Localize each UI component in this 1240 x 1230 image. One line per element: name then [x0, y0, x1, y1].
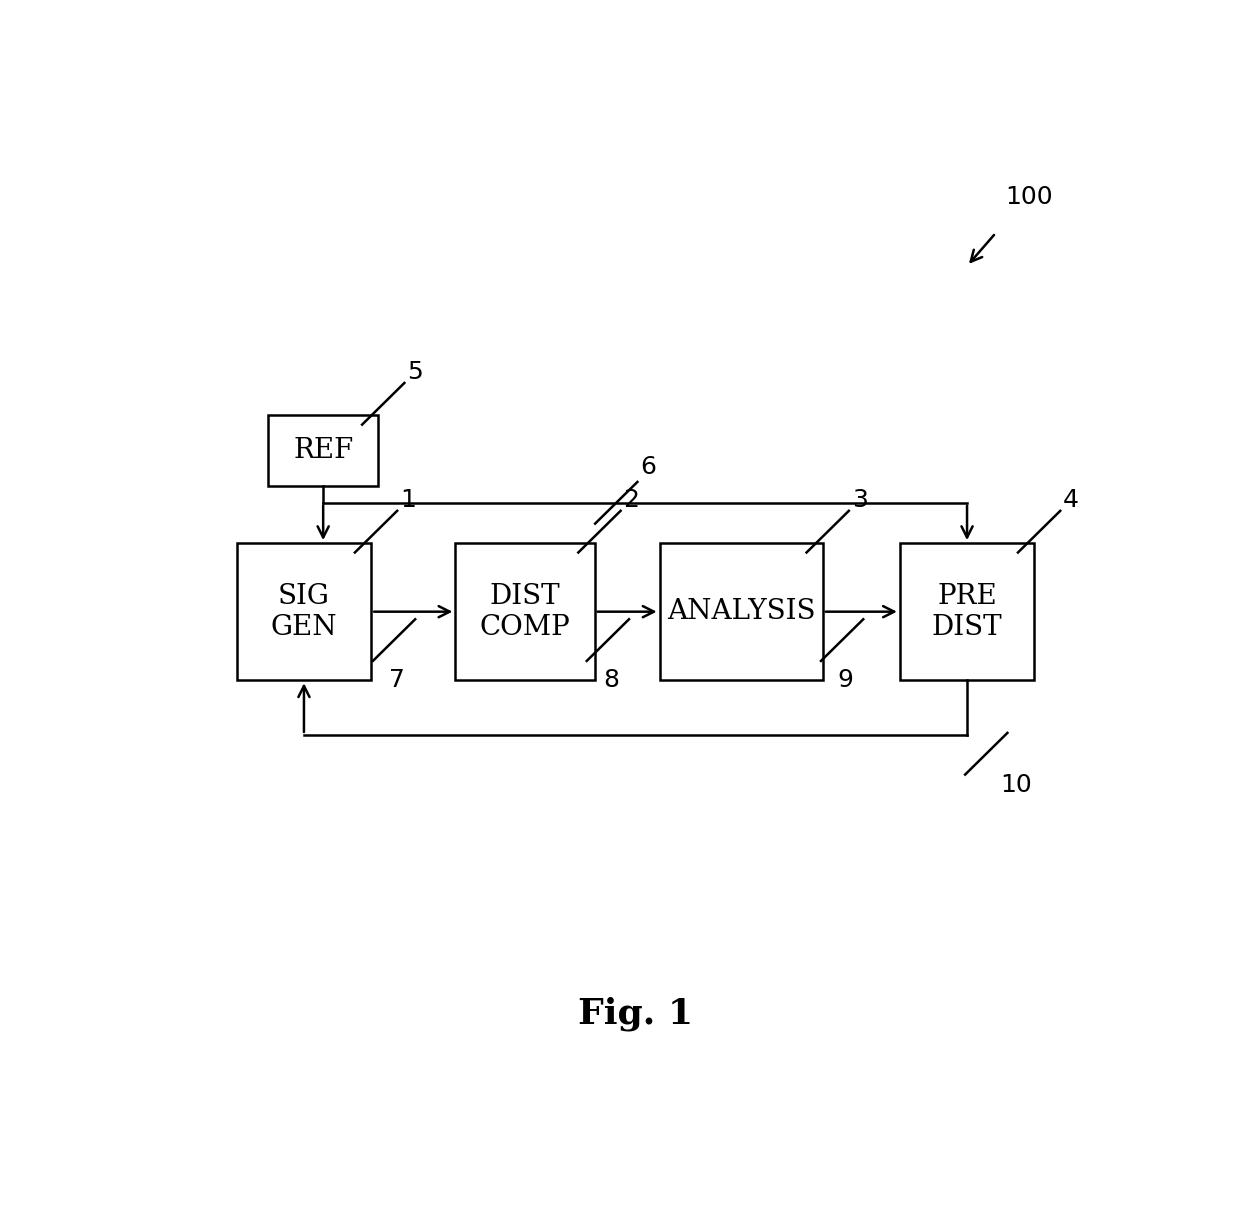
Bar: [237, 542, 371, 680]
Text: REF: REF: [293, 437, 353, 464]
Text: 3: 3: [852, 488, 868, 512]
Text: 10: 10: [1001, 772, 1033, 797]
Bar: [455, 542, 595, 680]
Bar: [268, 416, 378, 486]
Text: ANALYSIS: ANALYSIS: [667, 598, 816, 625]
Text: 1: 1: [401, 488, 415, 512]
Text: 5: 5: [407, 360, 423, 384]
Text: SIG
GEN: SIG GEN: [270, 583, 337, 641]
Text: 4: 4: [1063, 488, 1079, 512]
Bar: [900, 542, 1034, 680]
Text: 8: 8: [603, 668, 619, 692]
Text: Fig. 1: Fig. 1: [578, 998, 693, 1032]
Text: 7: 7: [389, 668, 405, 692]
Text: DIST
COMP: DIST COMP: [480, 583, 570, 641]
Text: PRE
DIST: PRE DIST: [931, 583, 1002, 641]
Text: 100: 100: [1006, 186, 1053, 209]
Text: 6: 6: [640, 455, 656, 480]
Text: 9: 9: [837, 668, 853, 692]
Bar: [660, 542, 823, 680]
Text: 2: 2: [624, 488, 640, 512]
